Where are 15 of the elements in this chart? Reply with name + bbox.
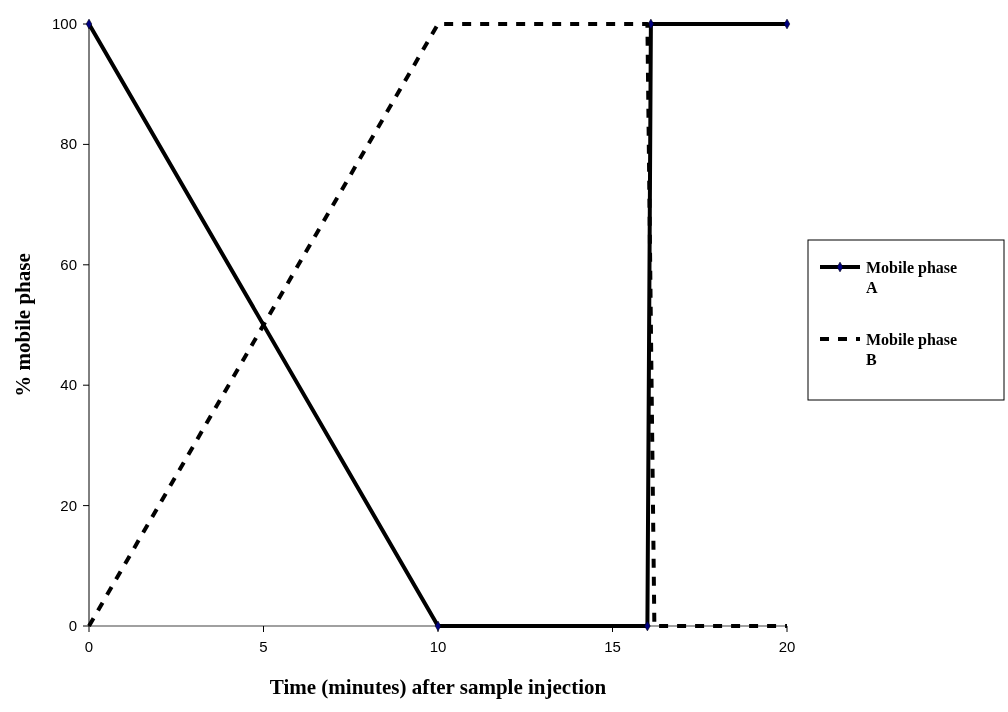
y-axis-title: % mobile phase xyxy=(11,253,35,397)
y-tick-label: 60 xyxy=(60,255,77,273)
x-tick-label: 10 xyxy=(429,638,447,655)
x-tick-label: 0 xyxy=(84,638,94,655)
y-tick-label: 0 xyxy=(68,617,77,634)
x-tick-label: 15 xyxy=(604,638,621,655)
legend-label: Mobile phase A xyxy=(866,259,958,296)
legend-label: Mobile phase B xyxy=(866,331,958,368)
x-tick-label: 20 xyxy=(778,638,796,655)
y-tick-label: 40 xyxy=(60,376,77,394)
y-tick-label: 20 xyxy=(60,496,77,514)
y-tick-label: 100 xyxy=(51,15,77,32)
x-axis-title: Time (minutes) after sample injection xyxy=(269,675,607,699)
x-tick-label: 5 xyxy=(259,638,268,655)
y-tick-label: 80 xyxy=(60,135,77,153)
